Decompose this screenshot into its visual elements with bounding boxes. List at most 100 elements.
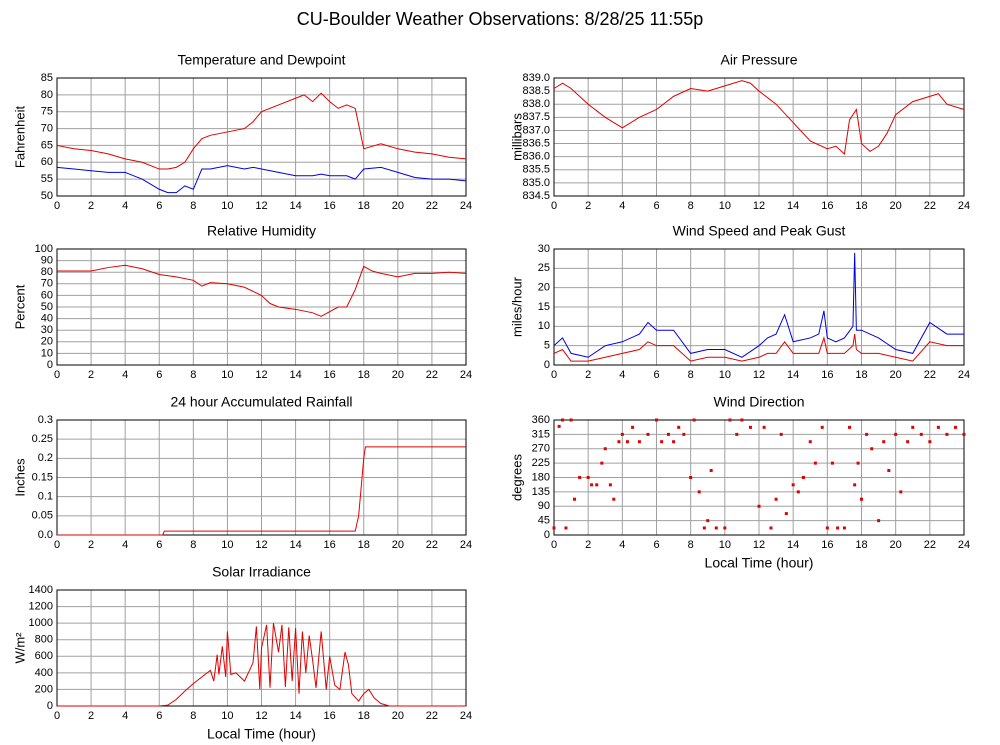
x-tick-label: 0 [54, 369, 60, 381]
y-tick-label: 800 [35, 634, 53, 646]
y-tick-label: 45 [538, 515, 550, 527]
x-tick-label: 2 [88, 539, 94, 551]
x-tick-label: 8 [190, 539, 196, 551]
plot-frame [553, 77, 965, 197]
x-tick-label: 22 [924, 200, 936, 212]
x-tick-label: 16 [821, 539, 833, 551]
x-tick-label: 4 [122, 539, 128, 551]
y-tick-label: 60 [41, 156, 53, 168]
y-tick-label: 80 [41, 266, 53, 278]
x-tick-label: 20 [890, 539, 902, 551]
x-tick-label: 18 [855, 200, 867, 212]
plot-frame [56, 77, 467, 197]
y-tick-label: 400 [35, 667, 53, 679]
scatter-point [735, 432, 739, 436]
y-tick-label: 180 [532, 471, 550, 483]
x-tick-label: 0 [54, 539, 60, 551]
scatter-point [637, 440, 641, 444]
scatter-point [586, 476, 590, 479]
x-tick-label: 8 [190, 369, 196, 381]
x-tick-label: 12 [753, 369, 765, 381]
y-axis-label: degrees [509, 454, 524, 501]
scatter-point [603, 447, 607, 451]
scatter-point [612, 497, 616, 501]
x-tick-label: 8 [688, 369, 694, 381]
y-tick-label: 838.5 [522, 85, 550, 97]
scatter-point [906, 440, 910, 444]
x-tick-label: 2 [88, 369, 94, 381]
y-tick-label: 0.15 [32, 471, 53, 483]
x-tick-label: 6 [653, 200, 659, 212]
y-tick-label: 315 [532, 428, 550, 440]
scatter-point [578, 476, 582, 479]
scatter-point [820, 425, 824, 429]
scatter-point [682, 432, 686, 436]
x-tick-label: 24 [460, 369, 472, 381]
x-tick-label: 22 [426, 539, 438, 551]
scatter-point [564, 526, 568, 530]
chart-panel: Relative HumidityPercent0102030405060708… [12, 223, 472, 381]
chart-title: Air Pressure [720, 52, 797, 68]
x-axis-label: Local Time (hour) [207, 726, 316, 742]
scatter-point [561, 418, 565, 422]
y-tick-label: 0.05 [32, 510, 53, 522]
x-tick-label: 20 [890, 369, 902, 381]
y-tick-label: 270 [532, 443, 550, 455]
x-tick-label: 4 [122, 200, 128, 212]
scatter-point [748, 425, 752, 429]
scatter-point [962, 432, 966, 436]
scatter-point [791, 483, 795, 487]
x-tick-label: 10 [719, 200, 731, 212]
y-tick-label: 25 [538, 262, 550, 274]
x-tick-label: 12 [753, 200, 765, 212]
chart-title: Solar Irradiance [212, 564, 311, 580]
y-tick-label: 0 [47, 700, 53, 712]
scatter-point [573, 497, 576, 501]
x-tick-label: 16 [324, 200, 336, 212]
chart-title: 24 hour Accumulated Rainfall [170, 394, 352, 410]
x-tick-label: 0 [54, 200, 60, 212]
y-tick-label: 30 [538, 243, 550, 255]
scatter-point [870, 447, 874, 451]
y-tick-label: 20 [41, 336, 53, 348]
scatter-point [796, 490, 800, 494]
scatter-point [779, 432, 783, 436]
y-tick-label: 835.5 [522, 164, 550, 176]
scatter-point [865, 432, 869, 436]
x-tick-label: 14 [787, 539, 799, 551]
y-tick-label: 90 [41, 255, 53, 267]
chart-title: Wind Speed and Peak Gust [673, 223, 846, 239]
plot-frame [553, 248, 965, 366]
plot-frame [56, 248, 467, 366]
x-tick-label: 6 [156, 710, 162, 722]
x-tick-label: 14 [787, 200, 799, 212]
x-tick-label: 24 [460, 539, 472, 551]
y-tick-label: 55 [41, 173, 53, 185]
x-tick-label: 4 [619, 369, 625, 381]
y-axis-label: W/m² [12, 632, 27, 664]
x-tick-label: 10 [221, 710, 233, 722]
series-line [553, 333, 964, 362]
x-tick-label: 20 [890, 200, 902, 212]
scatter-point [848, 425, 852, 429]
scatter-point [672, 440, 676, 444]
x-axis-label: Local Time (hour) [705, 555, 814, 571]
x-tick-label: 0 [54, 710, 60, 722]
y-tick-label: 75 [41, 106, 53, 118]
y-tick-label: 835.0 [522, 177, 550, 189]
x-tick-label: 2 [88, 710, 94, 722]
x-tick-label: 20 [392, 369, 404, 381]
scatter-point [836, 526, 840, 530]
scatter-point [666, 432, 670, 436]
x-tick-label: 14 [289, 200, 301, 212]
x-tick-label: 2 [88, 200, 94, 212]
scatter-point [853, 483, 857, 487]
scatter-point [953, 425, 957, 429]
x-tick-label: 16 [324, 710, 336, 722]
x-tick-label: 4 [122, 369, 128, 381]
y-tick-label: 200 [35, 683, 53, 695]
plot-frame [56, 589, 467, 707]
x-tick-label: 24 [460, 710, 472, 722]
scatter-point [608, 483, 612, 487]
